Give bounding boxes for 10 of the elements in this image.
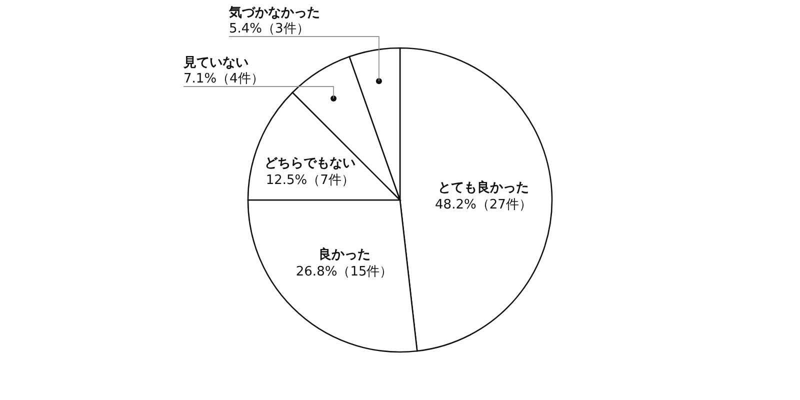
slice-label: 見ていない bbox=[182, 56, 249, 71]
data-label: 48.2%（27件） bbox=[435, 197, 532, 212]
data-label: 26.8%（15件） bbox=[296, 264, 393, 280]
slice-label: 気づかなかった bbox=[228, 6, 320, 21]
data-label: 7.1%（4件） bbox=[184, 72, 264, 87]
data-label: 12.5%（7件） bbox=[266, 172, 354, 188]
data-label: 5.4%（3件） bbox=[228, 22, 310, 37]
slice-label: どちらでもない bbox=[264, 156, 356, 171]
slice-label: 良かった bbox=[318, 246, 370, 262]
slice-label: とても良かった bbox=[438, 179, 529, 196]
